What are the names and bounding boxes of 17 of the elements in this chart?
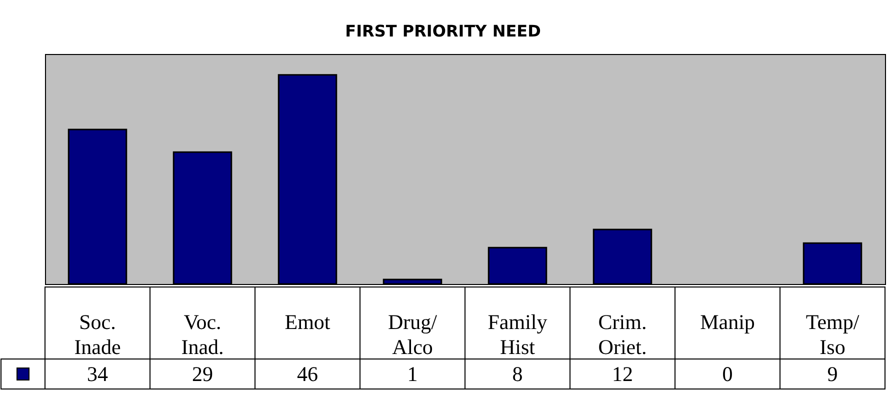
data-label: 34 xyxy=(87,362,108,386)
x-tick-label: Manip xyxy=(700,310,755,334)
x-tick-label: Crim. Oriet. xyxy=(598,310,647,359)
x-tick-label: Temp/ Iso xyxy=(806,310,860,359)
data-label: 9 xyxy=(827,362,838,386)
x-tick-label: Soc. Inade xyxy=(74,310,121,359)
data-label: 12 xyxy=(612,362,633,386)
data-label: 0 xyxy=(722,362,733,386)
x-tick-label: Family Hist xyxy=(488,310,548,359)
x-tick-label: Voc. Inad. xyxy=(181,310,224,359)
chart-title: FIRST PRIORITY NEED xyxy=(345,22,541,40)
data-label: 29 xyxy=(192,362,213,386)
data-label: 8 xyxy=(512,362,523,386)
data-label: 1 xyxy=(407,362,418,386)
x-tick-label: Drug/ Alco xyxy=(388,310,438,359)
data-label: 46 xyxy=(297,362,318,386)
x-tick-label: Emot xyxy=(284,310,330,334)
